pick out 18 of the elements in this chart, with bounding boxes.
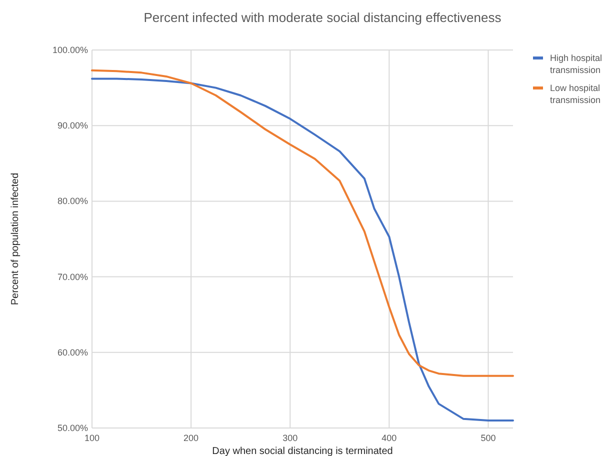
y-tick-label: 50.00% bbox=[57, 423, 88, 433]
x-tick-label: 500 bbox=[480, 433, 496, 443]
legend-label: High hospital transmission bbox=[550, 53, 602, 75]
y-tick-label: 90.00% bbox=[57, 120, 88, 131]
x-tick-label: 400 bbox=[382, 433, 397, 443]
y-tick-label: 80.00% bbox=[57, 196, 88, 206]
x-tick-label: 100 bbox=[84, 433, 100, 443]
x-axis-title: Day when social distancing is terminated bbox=[212, 446, 393, 456]
x-tick-label: 300 bbox=[282, 433, 298, 443]
y-tick-label: 100.00% bbox=[52, 45, 88, 55]
y-tick-label: 70.00% bbox=[57, 272, 88, 282]
chart-title: Percent infected with moderate social distancing effectiveness bbox=[144, 10, 502, 25]
line-series bbox=[91, 69, 514, 377]
legend-label: Low hospital transmission bbox=[550, 83, 601, 105]
y-axis-title: Percent of population infected bbox=[10, 172, 21, 306]
y-tick-label: 60.00% bbox=[57, 347, 88, 358]
x-tick-label: 200 bbox=[184, 433, 199, 443]
line-series bbox=[91, 78, 514, 422]
